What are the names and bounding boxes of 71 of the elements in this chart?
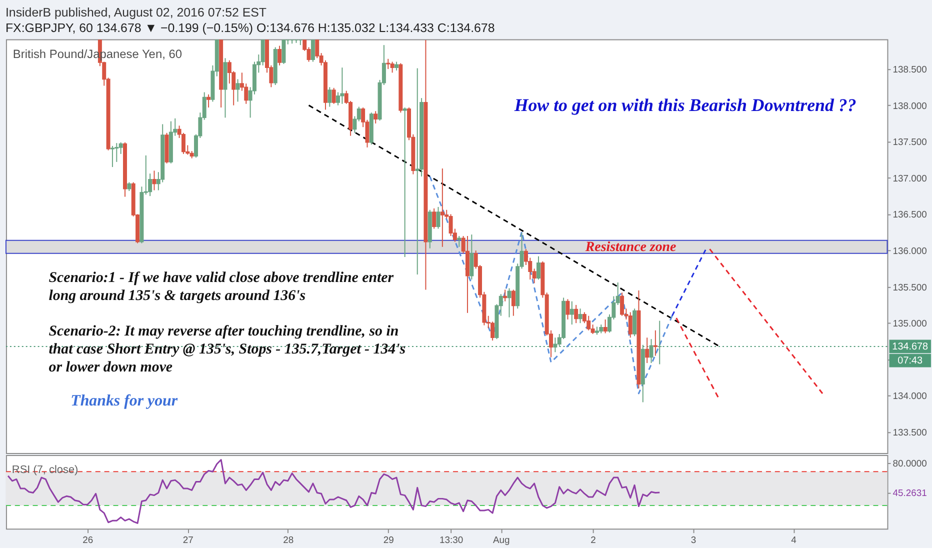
annotation: Thanks for your bbox=[70, 392, 178, 410]
x-tick-label: 26 bbox=[82, 535, 94, 546]
candlestick bbox=[386, 58, 390, 70]
line-series bbox=[7, 459, 660, 524]
x-tick-label: 3 bbox=[690, 535, 696, 546]
y-tick-label: 135.000 bbox=[892, 318, 927, 330]
candlestick bbox=[645, 337, 650, 364]
candlestick bbox=[236, 78, 240, 102]
candlestick bbox=[503, 289, 508, 302]
candlestick bbox=[374, 110, 378, 124]
candlestick bbox=[432, 208, 436, 230]
candlestick bbox=[632, 308, 637, 337]
candlestick bbox=[310, 39, 315, 62]
candlestick bbox=[570, 300, 574, 326]
candlestick bbox=[511, 289, 516, 316]
chart-title: InsiderB published, August 02, 2016 07:52 EST bbox=[5, 5, 267, 20]
x-tick-label: 28 bbox=[283, 535, 294, 546]
candlestick bbox=[340, 67, 344, 104]
y-tick-label: 45.2631 bbox=[892, 488, 927, 500]
chart-subtitle: FX:GBPJPY, 60 134.678 ▼ −0.199 (−0.15%) O:134.676 H:135.032 L:134.433 C:134.678 bbox=[5, 20, 495, 35]
y-tick-label: 138.500 bbox=[892, 64, 927, 76]
annotation: Scenario-2: It may reverse after touching trendline, so in that case Short Entry @ 135's, Stops - 135.7,Target - 134's or lower down move bbox=[48, 324, 406, 376]
y-tick-label: 133.500 bbox=[892, 427, 927, 438]
candlestick bbox=[440, 168, 444, 248]
candlestick bbox=[586, 315, 591, 331]
candlestick bbox=[402, 106, 407, 258]
candlestick bbox=[282, 39, 286, 64]
x-tick-label: 2 bbox=[590, 535, 596, 546]
y-tick-label: 136.000 bbox=[892, 246, 927, 257]
annotation: Scenario:1 - If we have valid close above trendline enter long around 135's & targets around 136's bbox=[48, 270, 394, 304]
candlestick bbox=[415, 68, 420, 275]
candlestick bbox=[553, 337, 558, 353]
candlestick bbox=[436, 206, 440, 230]
y-tick-label: 135.500 bbox=[892, 282, 927, 294]
x-tick-label: 27 bbox=[182, 535, 194, 546]
y-tick-label: 137.500 bbox=[892, 137, 927, 148]
candlestick bbox=[536, 256, 540, 280]
text: 07:43 bbox=[898, 356, 924, 367]
y-tick-label: 136.500 bbox=[892, 210, 927, 221]
band-label: Resistance zone bbox=[584, 240, 676, 255]
ref-line-label: 134.678 bbox=[892, 341, 929, 352]
candlestick bbox=[278, 45, 282, 66]
candlestick bbox=[603, 318, 608, 334]
candlestick bbox=[110, 145, 114, 168]
candlestick bbox=[566, 298, 570, 320]
candlestick bbox=[620, 292, 624, 316]
candlestick bbox=[118, 142, 123, 154]
candlestick bbox=[653, 330, 658, 356]
x-tick-label: 13:30 bbox=[439, 535, 464, 546]
candlestick bbox=[457, 235, 462, 248]
candlestick bbox=[328, 86, 332, 108]
candlestick bbox=[152, 170, 156, 191]
candlestick bbox=[658, 320, 662, 365]
y-tick-label: 134.000 bbox=[892, 391, 927, 402]
candlestick bbox=[649, 338, 654, 364]
x-tick-label: 4 bbox=[791, 535, 796, 546]
candlestick bbox=[590, 324, 595, 334]
y-tick-label: 138.000 bbox=[892, 100, 927, 112]
candlestick bbox=[206, 94, 211, 108]
candlestick bbox=[470, 234, 474, 280]
y-tick-label: 80.0000 bbox=[892, 458, 927, 470]
candlestick bbox=[332, 87, 336, 104]
x-tick-label: Aug bbox=[493, 535, 510, 546]
x-tick-label: 29 bbox=[383, 535, 394, 546]
annotation: How to get on with this Bearish Downtrend ?? bbox=[513, 94, 856, 115]
candlestick bbox=[390, 61, 394, 74]
candlestick bbox=[260, 39, 265, 66]
candlestick bbox=[574, 304, 578, 324]
candlestick bbox=[315, 39, 320, 59]
y-tick-label: 137.000 bbox=[892, 173, 927, 184]
candlestick bbox=[628, 312, 632, 338]
